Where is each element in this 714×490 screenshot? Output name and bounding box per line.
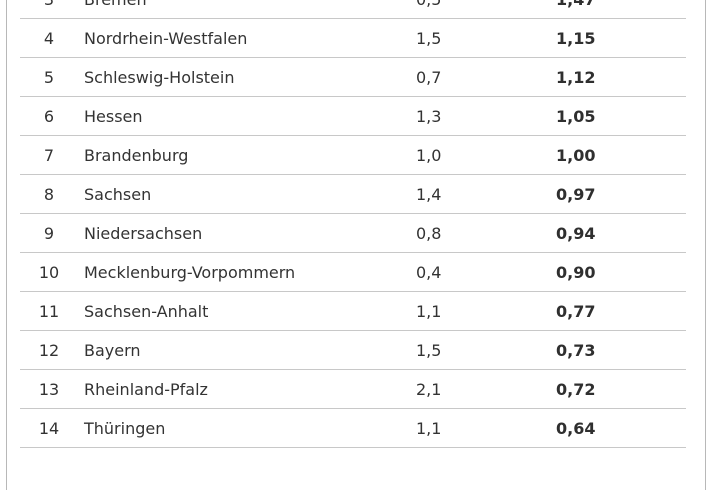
state-cell: Niedersachsen xyxy=(78,213,416,253)
value-cell: 2,1 xyxy=(416,369,556,409)
state-cell: Sachsen-Anhalt xyxy=(78,291,416,331)
table-row: 5 Schleswig-Holstein 0,7 1,12 xyxy=(20,57,686,97)
ratio-cell: 1,12 xyxy=(556,57,686,97)
ratio-cell: 0,64 xyxy=(556,408,686,448)
ratio-cell: 1,47 xyxy=(556,0,686,19)
ratio-cell: 0,77 xyxy=(556,291,686,331)
table-row: 8 Sachsen 1,4 0,97 xyxy=(20,174,686,214)
value-cell: 1,5 xyxy=(416,18,556,58)
rank-cell: 7 xyxy=(20,135,78,175)
state-cell: Schleswig-Holstein xyxy=(78,57,416,97)
table-row: 6 Hessen 1,3 1,05 xyxy=(20,96,686,136)
ratio-cell: 1,15 xyxy=(556,18,686,58)
ratio-cell: 0,90 xyxy=(556,252,686,292)
table-row: 14 Thüringen 1,1 0,64 xyxy=(20,408,686,448)
value-cell: 1,1 xyxy=(416,291,556,331)
ratio-cell: 0,73 xyxy=(556,330,686,370)
rank-cell: 14 xyxy=(20,408,78,448)
table-row: 13 Rheinland-Pfalz 2,1 0,72 xyxy=(20,369,686,409)
value-cell: 0,8 xyxy=(416,213,556,253)
value-cell: 1,1 xyxy=(416,408,556,448)
ranking-table: 3 Bremen 0,5 1,47 4 Nordrhein-Westfalen … xyxy=(20,0,686,448)
table-frame xyxy=(6,0,706,490)
rank-cell: 10 xyxy=(20,252,78,292)
rank-cell: 4 xyxy=(20,18,78,58)
rank-cell: 12 xyxy=(20,330,78,370)
rank-cell: 9 xyxy=(20,213,78,253)
state-cell: Brandenburg xyxy=(78,135,416,175)
ranking-table-body: 3 Bremen 0,5 1,47 4 Nordrhein-Westfalen … xyxy=(20,0,686,448)
state-cell: Bayern xyxy=(78,330,416,370)
ratio-cell: 1,05 xyxy=(556,96,686,136)
state-cell: Thüringen xyxy=(78,408,416,448)
value-cell: 0,4 xyxy=(416,252,556,292)
value-cell: 1,3 xyxy=(416,96,556,136)
table-row: 11 Sachsen-Anhalt 1,1 0,77 xyxy=(20,291,686,331)
rank-cell: 6 xyxy=(20,96,78,136)
value-cell: 0,7 xyxy=(416,57,556,97)
value-cell: 1,5 xyxy=(416,330,556,370)
state-cell: Sachsen xyxy=(78,174,416,214)
table-row: 12 Bayern 1,5 0,73 xyxy=(20,330,686,370)
table-row: 7 Brandenburg 1,0 1,00 xyxy=(20,135,686,175)
value-cell: 1,4 xyxy=(416,174,556,214)
state-cell: Rheinland-Pfalz xyxy=(78,369,416,409)
ratio-cell: 0,97 xyxy=(556,174,686,214)
state-cell: Nordrhein-Westfalen xyxy=(78,18,416,58)
rank-cell: 5 xyxy=(20,57,78,97)
ratio-cell: 1,00 xyxy=(556,135,686,175)
rank-cell: 8 xyxy=(20,174,78,214)
table-row: 9 Niedersachsen 0,8 0,94 xyxy=(20,213,686,253)
state-cell: Mecklenburg-Vorpommern xyxy=(78,252,416,292)
rank-cell: 3 xyxy=(20,0,78,19)
table-row: 3 Bremen 0,5 1,47 xyxy=(20,0,686,19)
value-cell: 1,0 xyxy=(416,135,556,175)
ratio-cell: 0,94 xyxy=(556,213,686,253)
table-row: 4 Nordrhein-Westfalen 1,5 1,15 xyxy=(20,18,686,58)
table-row: 10 Mecklenburg-Vorpommern 0,4 0,90 xyxy=(20,252,686,292)
rank-cell: 11 xyxy=(20,291,78,331)
ratio-cell: 0,72 xyxy=(556,369,686,409)
value-cell: 0,5 xyxy=(416,0,556,19)
state-cell: Bremen xyxy=(78,0,416,19)
rank-cell: 13 xyxy=(20,369,78,409)
state-cell: Hessen xyxy=(78,96,416,136)
